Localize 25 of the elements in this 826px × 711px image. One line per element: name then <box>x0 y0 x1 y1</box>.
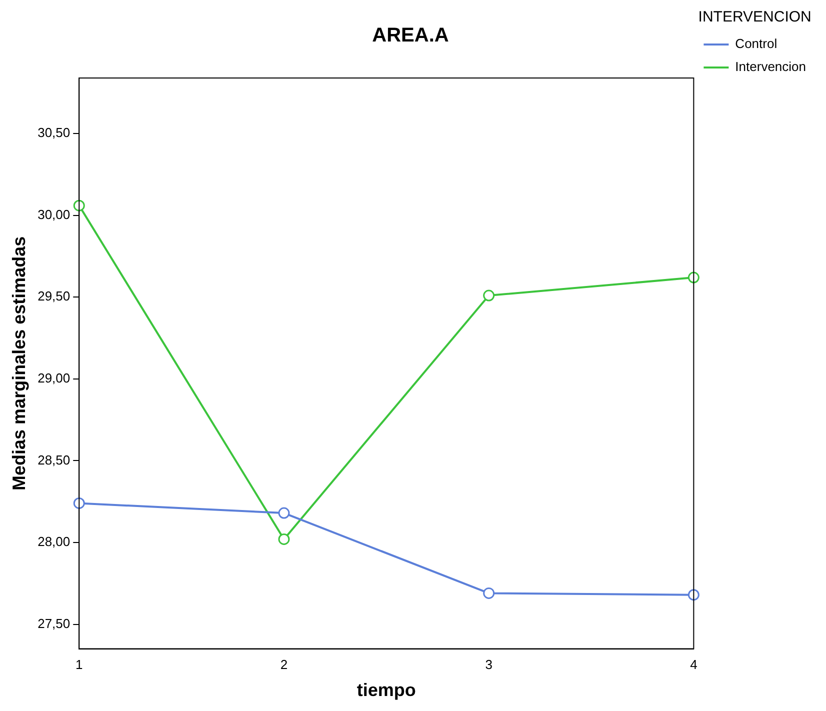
y-tick-label: 29,50 <box>38 288 70 304</box>
x-tick-label: 1 <box>76 657 83 672</box>
point <box>73 200 85 212</box>
y-axis-title: Medias marginales estimadas <box>8 236 29 490</box>
x-axis-title: tiempo <box>356 680 416 700</box>
x-tick-label: 3 <box>485 657 492 672</box>
y-tick-label: 28,50 <box>38 452 70 468</box>
y-tick-label: 28,00 <box>38 534 70 550</box>
y-tick-label: 29,00 <box>38 370 70 386</box>
y-tick-label: 30,00 <box>38 206 70 222</box>
y-tick-label: 30,50 <box>38 125 70 140</box>
x-tick-label: 2 <box>280 657 288 672</box>
point <box>688 272 700 284</box>
point <box>688 589 700 601</box>
point <box>278 533 290 545</box>
point <box>73 497 85 509</box>
legend-label: Control <box>735 36 778 52</box>
x-tick-label: 4 <box>690 657 698 672</box>
point <box>483 587 495 599</box>
point <box>483 290 495 302</box>
legend-label: Intervencion <box>735 59 806 74</box>
legend-title: INTERVENCION <box>698 8 812 26</box>
chart-title: AREA.A <box>372 24 449 47</box>
point <box>278 507 290 519</box>
y-tick-label: 27,50 <box>38 616 70 631</box>
